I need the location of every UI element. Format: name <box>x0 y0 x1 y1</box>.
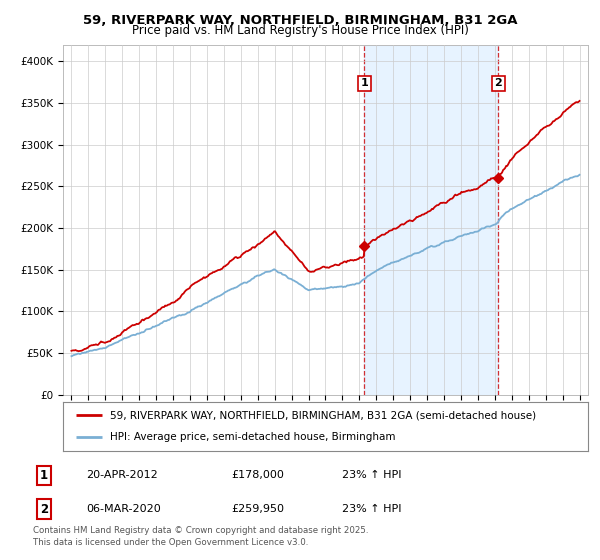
Text: £259,950: £259,950 <box>231 504 284 514</box>
Text: 2: 2 <box>494 78 502 88</box>
Bar <box>364 45 498 395</box>
Text: 23% ↑ HPI: 23% ↑ HPI <box>343 504 402 514</box>
Text: 59, RIVERPARK WAY, NORTHFIELD, BIRMINGHAM, B31 2GA (semi-detached house): 59, RIVERPARK WAY, NORTHFIELD, BIRMINGHA… <box>110 410 536 421</box>
Text: £178,000: £178,000 <box>231 470 284 480</box>
Text: Price paid vs. HM Land Registry's House Price Index (HPI): Price paid vs. HM Land Registry's House … <box>131 24 469 37</box>
Text: 06-MAR-2020: 06-MAR-2020 <box>86 504 161 514</box>
Text: 59, RIVERPARK WAY, NORTHFIELD, BIRMINGHAM, B31 2GA: 59, RIVERPARK WAY, NORTHFIELD, BIRMINGHA… <box>83 14 517 27</box>
Text: 1: 1 <box>40 469 48 482</box>
Text: HPI: Average price, semi-detached house, Birmingham: HPI: Average price, semi-detached house,… <box>110 432 396 442</box>
Text: Contains HM Land Registry data © Crown copyright and database right 2025.
This d: Contains HM Land Registry data © Crown c… <box>33 526 368 547</box>
Text: 23% ↑ HPI: 23% ↑ HPI <box>343 470 402 480</box>
Text: 2: 2 <box>40 502 48 516</box>
Text: 1: 1 <box>361 78 368 88</box>
Text: 20-APR-2012: 20-APR-2012 <box>86 470 158 480</box>
